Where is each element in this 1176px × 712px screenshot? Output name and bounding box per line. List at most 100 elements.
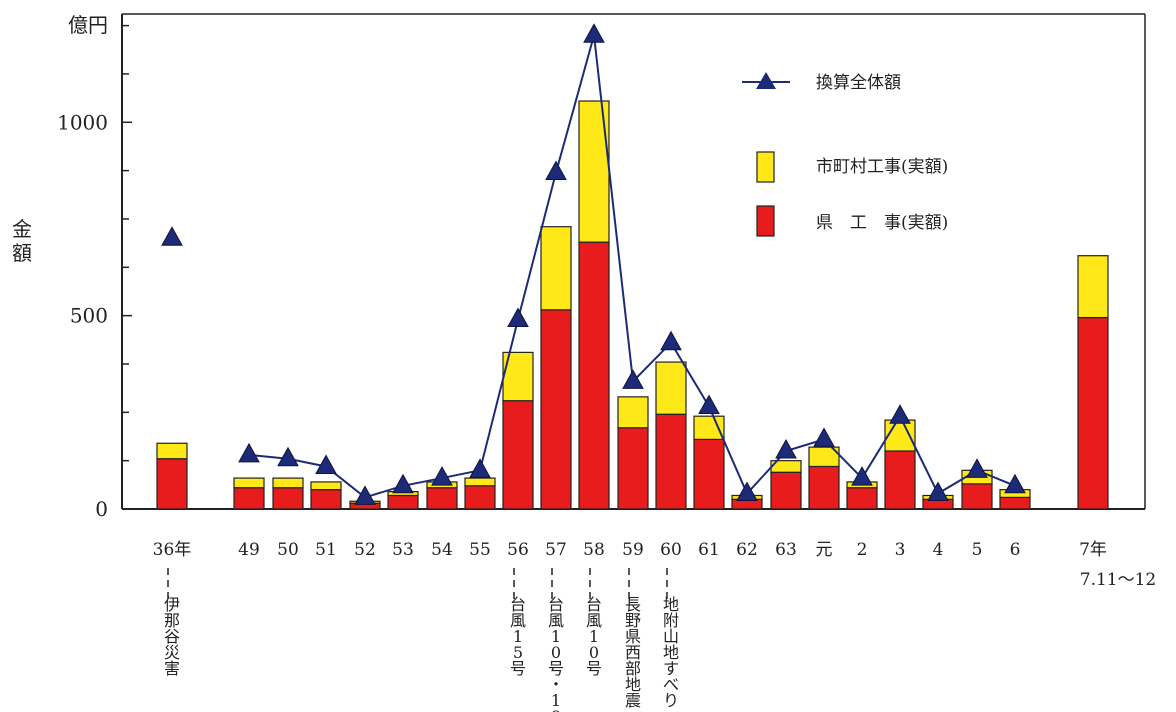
y-tick-label: 0 xyxy=(95,497,108,521)
x-tick-label: 59 xyxy=(622,540,644,560)
x-tick-label: 4 xyxy=(933,540,944,560)
bar-prefecture xyxy=(617,427,649,510)
x-tick-label: 54 xyxy=(431,540,453,560)
total-point xyxy=(889,404,911,424)
total-point xyxy=(622,369,644,389)
bar-prefecture xyxy=(426,487,458,510)
x-tick-label: 49 xyxy=(238,540,260,560)
bar-prefecture xyxy=(884,450,916,510)
total-point xyxy=(775,438,797,459)
x-tick-label: 51 xyxy=(315,540,337,560)
bar-prefecture xyxy=(808,465,840,510)
total-point xyxy=(1004,473,1026,494)
bar-prefecture xyxy=(846,487,878,510)
bar-municipal xyxy=(540,226,572,311)
x-tick-label: 56 xyxy=(507,540,529,560)
x-tick-label: 2 xyxy=(857,540,868,560)
total-point xyxy=(392,473,414,494)
total-point xyxy=(736,481,758,502)
total-point xyxy=(813,427,835,447)
x-tick-label: 57 xyxy=(545,540,567,560)
x-tick-label: 6 xyxy=(1010,540,1021,560)
event-label: 台風 1 5 号 xyxy=(510,595,526,678)
bar-prefecture xyxy=(502,400,534,510)
bar-municipal xyxy=(693,415,725,440)
legend-municipal-swatch xyxy=(756,151,775,183)
x-tick-label: 62 xyxy=(736,540,758,560)
bar-municipal xyxy=(655,361,687,415)
total-point xyxy=(469,458,491,478)
total-point xyxy=(851,466,873,486)
y-axis-label: 金額 xyxy=(12,217,32,265)
total-line xyxy=(161,23,1026,505)
bar-prefecture xyxy=(961,483,993,510)
total-point xyxy=(238,442,260,463)
legend-prefecture-swatch xyxy=(756,205,775,237)
x-extra-label: 7.11〜12 xyxy=(1080,570,1156,590)
total-point xyxy=(277,446,299,467)
x-tick-label: 7年 xyxy=(1079,540,1107,560)
bars xyxy=(156,100,1109,510)
bar-prefecture xyxy=(387,494,419,510)
total-point xyxy=(583,23,605,43)
event-label: 台風 1 0 号 xyxy=(586,595,602,678)
bar-prefecture xyxy=(310,489,342,510)
legend-label: 県 工 事(実額) xyxy=(816,213,948,233)
total-point xyxy=(966,458,988,478)
x-tick-label: 63 xyxy=(775,540,797,560)
bar-municipal xyxy=(233,477,265,489)
legend-label: 換算全体額 xyxy=(816,73,901,93)
event-label: 伊那谷災害 xyxy=(164,595,180,678)
total-point xyxy=(354,485,376,505)
bar-prefecture xyxy=(655,413,687,510)
total-point xyxy=(507,307,529,328)
x-tick-label: 58 xyxy=(583,540,605,560)
bar-municipal xyxy=(464,477,496,487)
bar-municipal xyxy=(1077,255,1109,319)
x-tick-label: 60 xyxy=(660,540,682,560)
y-unit-label: 億円 xyxy=(68,13,108,37)
y-tick-label: 1000 xyxy=(57,110,108,134)
bar-prefecture xyxy=(770,471,802,510)
bar-prefecture xyxy=(540,309,572,510)
total-point xyxy=(698,394,720,415)
x-tick-label: 52 xyxy=(354,540,376,560)
bar-municipal xyxy=(310,481,342,491)
bar-municipal xyxy=(808,446,840,468)
x-tick-label: 61 xyxy=(698,540,720,560)
x-tick-label: 36年 xyxy=(153,540,192,560)
total-point xyxy=(545,160,567,181)
total-point xyxy=(431,466,453,486)
x-tick-label: 55 xyxy=(469,540,491,560)
bar-prefecture xyxy=(233,487,265,510)
bar-prefecture xyxy=(693,438,725,510)
y-tick-label: 500 xyxy=(70,304,108,328)
event-label: 地附山地すべり xyxy=(663,595,679,710)
bar-prefecture xyxy=(999,496,1031,510)
bar-prefecture xyxy=(156,458,188,510)
x-tick-label: 53 xyxy=(392,540,414,560)
y-axis-ticks: 0 500 1000 億円 xyxy=(57,13,132,521)
x-axis-labels: 36年 49 50 51 52 53 54 55 56 57 58 59 60 61 62 63 元 2 3 4 5 6 7… xyxy=(153,540,1157,590)
legend-triangle-swatch xyxy=(756,72,776,89)
bar-prefecture xyxy=(578,241,610,510)
bar-prefecture xyxy=(464,485,496,510)
bar-prefecture xyxy=(1077,316,1109,510)
bar-municipal xyxy=(156,442,188,460)
total-point xyxy=(927,481,949,502)
x-tick-label: 5 xyxy=(972,540,983,560)
event-label: 長野県西部地震 xyxy=(625,595,641,710)
bar-municipal xyxy=(272,477,304,489)
x-tick-label: 元 xyxy=(816,540,833,560)
x-tick-label: 3 xyxy=(895,540,906,560)
x-tick-label: 50 xyxy=(277,540,299,560)
total-point xyxy=(315,454,337,474)
legend-label: 市町村工事(実額) xyxy=(816,157,948,177)
bar-prefecture xyxy=(272,487,304,510)
y-axis-label-group: 金額 xyxy=(12,217,32,265)
total-point xyxy=(161,226,183,246)
